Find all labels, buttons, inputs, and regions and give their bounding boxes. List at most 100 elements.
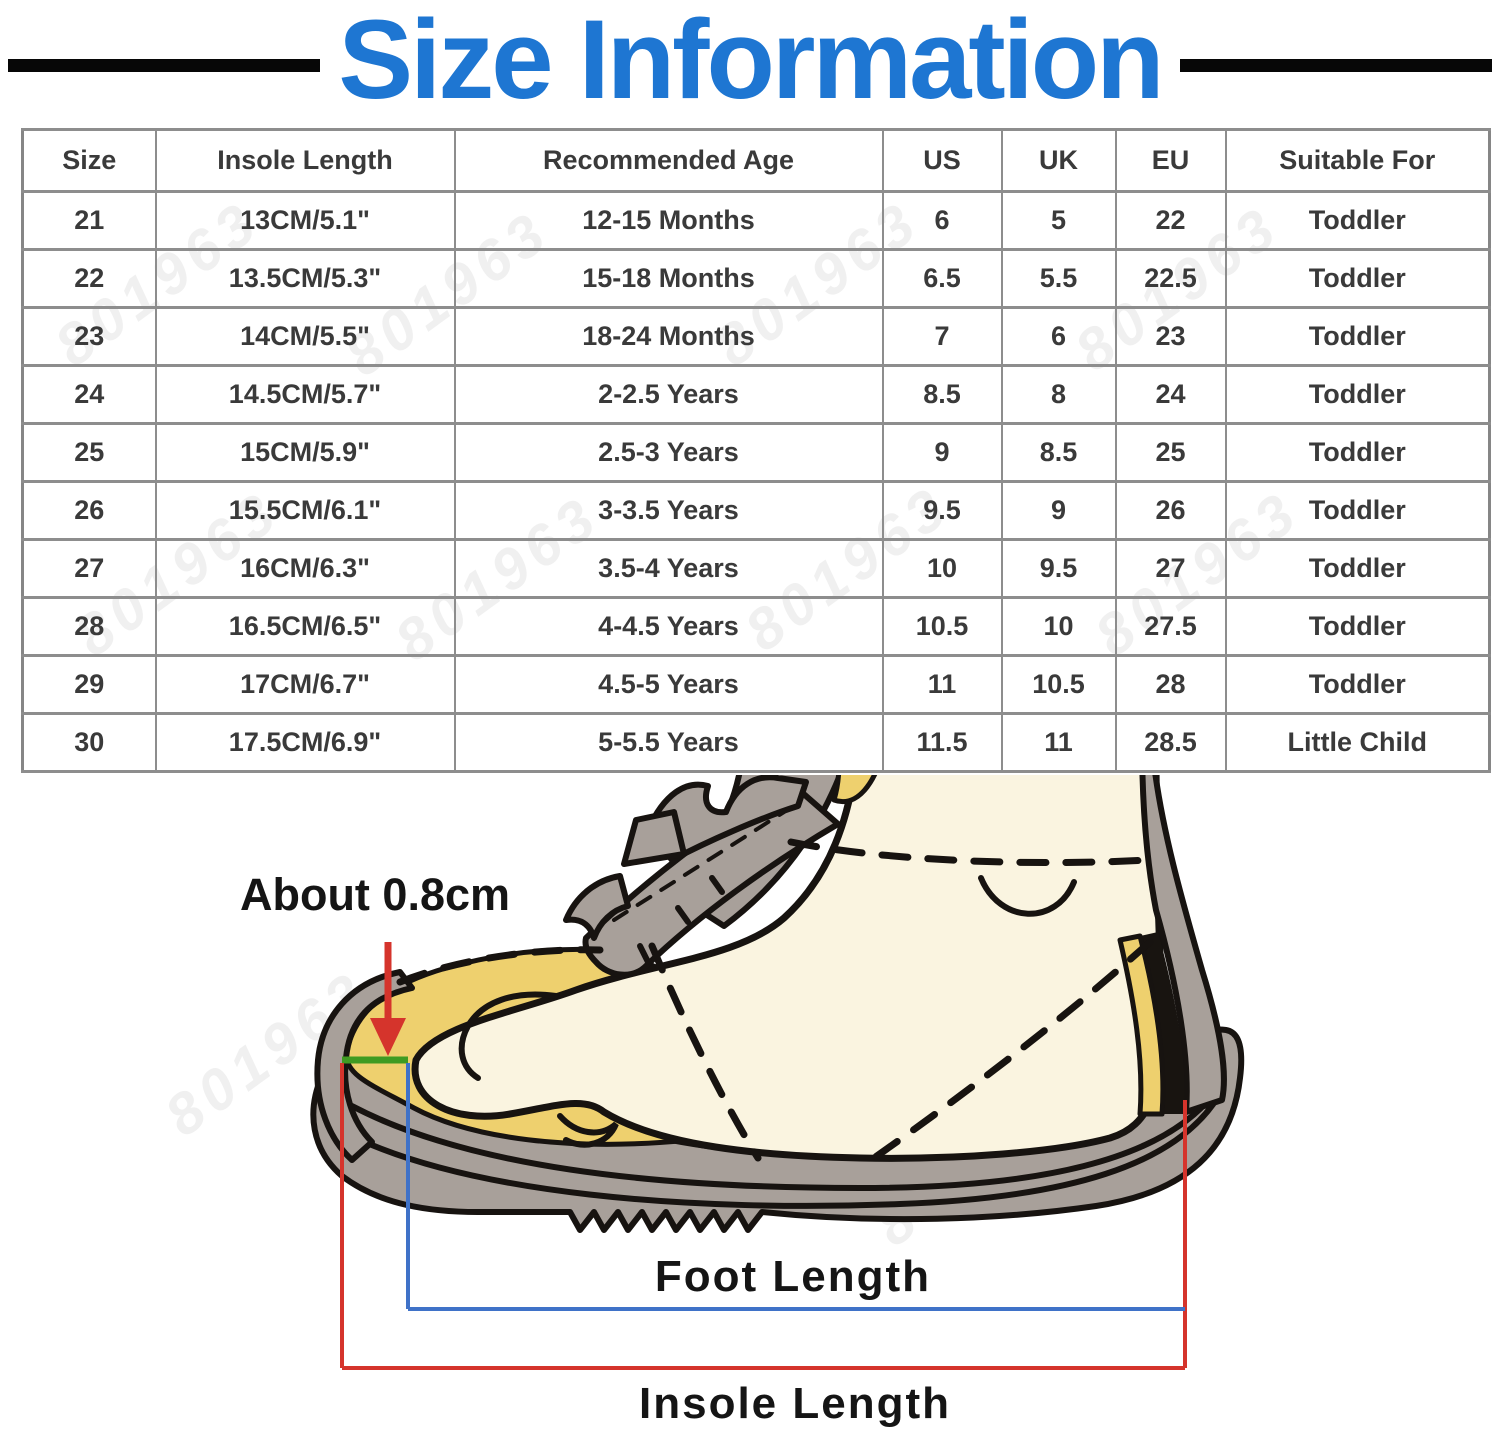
foot-length-label: Foot Length <box>655 1252 931 1301</box>
table-cell: 5 <box>1000 190 1117 251</box>
table-cell: 5-5.5 Years <box>453 712 884 773</box>
table-cell: Toddler <box>1224 248 1491 309</box>
table-cell: 4-4.5 Years <box>453 596 884 657</box>
table-cell: 25 <box>21 422 157 483</box>
table-cell: 21 <box>21 190 157 251</box>
table-cell: 15-18 Months <box>453 248 884 309</box>
table-cell: 6.5 <box>881 248 1003 309</box>
table-cell: 8.5 <box>881 364 1003 425</box>
big-toe-crease <box>458 991 559 1081</box>
strap-buckle <box>621 809 687 867</box>
table-cell: Toddler <box>1224 596 1491 657</box>
column-header: Size <box>21 128 157 193</box>
insole-collar-wedge <box>831 775 878 804</box>
table-cell: 13.5CM/5.3" <box>154 248 456 309</box>
table-row: 27 16CM/6.3" 3.5-4 Years 10 9.5 27 Toddler <box>21 538 1491 599</box>
table-row: 29 17CM/6.7" 4.5-5 Years 11 10.5 28 Toddler <box>21 654 1491 715</box>
column-header: Insole Length <box>154 128 456 193</box>
table-cell: 17CM/6.7" <box>154 654 456 715</box>
table-cell: 10 <box>881 538 1003 599</box>
table-cell: 13CM/5.1" <box>154 190 456 251</box>
insole-length-label: Insole Length <box>639 1379 951 1428</box>
table-cell: 24 <box>21 364 157 425</box>
title-divider-right <box>1179 58 1493 72</box>
strap-tick-2 <box>675 905 691 925</box>
table-cell: 2-2.5 Years <box>453 364 884 425</box>
table-cell: Toddler <box>1224 480 1491 541</box>
insole-heel-sliver <box>1117 933 1166 1117</box>
table-cell: Toddler <box>1224 306 1491 367</box>
table-cell: 6 <box>1000 306 1117 367</box>
toe-detail-curl <box>557 1113 619 1148</box>
table-cell: 22.5 <box>1114 248 1227 309</box>
title-divider-left <box>8 58 321 72</box>
ankle-bone-curve <box>978 875 1077 917</box>
strap-tick-1 <box>637 943 651 965</box>
gap-label: About 0.8cm <box>240 869 510 920</box>
table-cell: 14.5CM/5.7" <box>154 364 456 425</box>
table-cell: 10 <box>1000 596 1117 657</box>
table-cell: 4.5-5 Years <box>453 654 884 715</box>
table-cell: 3-3.5 Years <box>453 480 884 541</box>
table-cell: 15.5CM/6.1" <box>154 480 456 541</box>
table-cell: 9.5 <box>1000 538 1117 599</box>
table-cell: 18-24 Months <box>453 306 884 367</box>
table-cell: 12-15 Months <box>453 190 884 251</box>
table-cell: 30 <box>21 712 157 773</box>
table-cell: 26 <box>21 480 157 541</box>
table-row: 28 16.5CM/6.5" 4-4.5 Years 10.5 10 27.5 Toddle… <box>21 596 1491 657</box>
table-cell: 28.5 <box>1114 712 1227 773</box>
instep-contour-dashed-left <box>648 942 762 1162</box>
table-cell: 6 <box>881 190 1003 251</box>
table-cell: 11 <box>881 654 1003 715</box>
page-title: Size Information <box>338 0 1164 122</box>
column-header: EU <box>1114 128 1227 193</box>
table-row: 26 15.5CM/6.1" 3-3.5 Years 9.5 9 26 Toddler <box>21 480 1491 541</box>
table-cell: 15CM/5.9" <box>154 422 456 483</box>
table-cell: 7 <box>881 306 1003 367</box>
insole-edge-dashed <box>396 946 604 986</box>
table-cell: 8.5 <box>1000 422 1117 483</box>
table-cell: 10.5 <box>1000 654 1117 715</box>
sole-contour-line-upper <box>349 1093 1215 1192</box>
table-cell: 9 <box>881 422 1003 483</box>
instep-contour-dashed-right <box>870 938 1154 1162</box>
table-row: 30 17.5CM/6.9" 5-5.5 Years 11.5 11 28.5 Little… <box>21 712 1491 773</box>
table-row: 22 13.5CM/5.3" 15-18 Months 6.5 5.5 22.5 Toddl… <box>21 248 1491 309</box>
table-cell: 2.5-3 Years <box>453 422 884 483</box>
column-header: UK <box>1000 128 1117 193</box>
table-cell: 25 <box>1114 422 1227 483</box>
table-cell: 23 <box>1114 306 1227 367</box>
title-bar: Size Information <box>0 0 1500 120</box>
table-cell: 11.5 <box>881 712 1003 773</box>
table-cell: Toddler <box>1224 538 1491 599</box>
table-cell: 29 <box>21 654 157 715</box>
table-cell: 28 <box>21 596 157 657</box>
table-row: 25 15CM/5.9" 2.5-3 Years 9 8.5 25 Toddler <box>21 422 1491 483</box>
table-header-row: Size Insole Length Recommended Age US UK EU Su… <box>21 128 1491 193</box>
strap-crest <box>645 775 809 863</box>
table-cell: 27.5 <box>1114 596 1227 657</box>
table-cell: 27 <box>1114 538 1227 599</box>
strap-tick-3 <box>709 875 725 895</box>
strap-stitching <box>612 810 786 922</box>
size-table: Size Insole Length Recommended Age US UK EU Su… <box>21 128 1491 773</box>
table-cell: 24 <box>1114 364 1227 425</box>
shoe-fit-diagram: About 0.8cm Foot Length Insole Length <box>0 775 1500 1436</box>
table-cell: 8 <box>1000 364 1117 425</box>
shoe-measurement-illustration: About 0.8cm Foot Length Insole Length <box>240 775 1245 1428</box>
table-cell: 17.5CM/6.9" <box>154 712 456 773</box>
table-cell: 28 <box>1114 654 1227 715</box>
table-cell: 27 <box>21 538 157 599</box>
table-cell: Toddler <box>1224 422 1491 483</box>
table-cell: 14CM/5.5" <box>154 306 456 367</box>
column-header: Suitable For <box>1224 128 1491 193</box>
table-cell: 3.5-4 Years <box>453 538 884 599</box>
table-cell: 22 <box>21 248 157 309</box>
table-cell: 22 <box>1114 190 1227 251</box>
table-row: 23 14CM/5.5" 18-24 Months 7 6 23 Toddler <box>21 306 1491 367</box>
table-cell: 5.5 <box>1000 248 1117 309</box>
table-cell: 11 <box>1000 712 1117 773</box>
toe-gap-arrow-head <box>370 1018 406 1056</box>
table-cell: 10.5 <box>881 596 1003 657</box>
